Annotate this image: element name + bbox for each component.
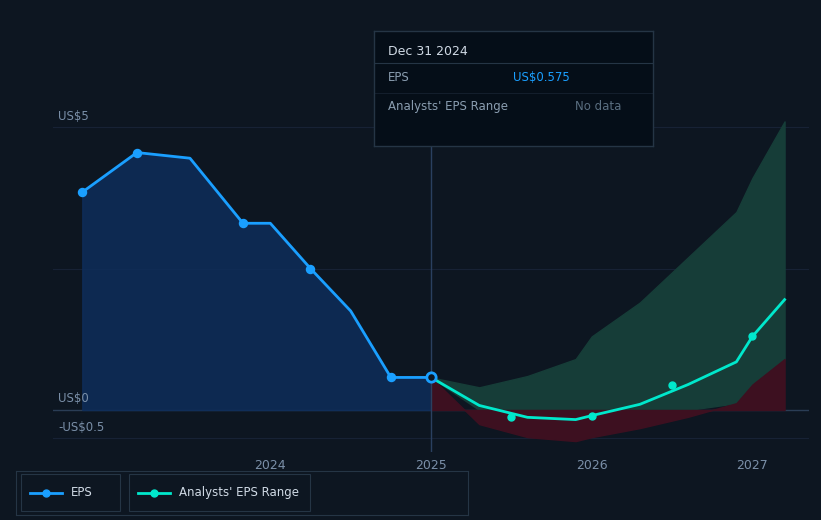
Point: [384, 373, 397, 382]
Point: [131, 148, 144, 157]
Text: 2026: 2026: [576, 459, 608, 472]
Point: [148, 489, 161, 497]
Text: US$5: US$5: [58, 110, 89, 123]
Text: EPS: EPS: [71, 486, 92, 499]
Text: Analysts' EPS Range: Analysts' EPS Range: [388, 100, 507, 113]
Point: [745, 332, 759, 341]
Point: [585, 411, 599, 420]
Text: Actual: Actual: [386, 110, 423, 123]
Point: [666, 380, 679, 388]
Point: [505, 413, 518, 422]
Point: [424, 373, 438, 382]
Text: US$0: US$0: [58, 393, 89, 406]
Text: EPS: EPS: [388, 71, 409, 84]
Text: No data: No data: [575, 100, 621, 113]
Point: [236, 219, 250, 227]
Text: Analysts Forecasts: Analysts Forecasts: [439, 110, 549, 123]
Text: 2024: 2024: [255, 459, 287, 472]
Text: -US$0.5: -US$0.5: [58, 421, 104, 434]
Text: 2025: 2025: [415, 459, 447, 472]
Text: Dec 31 2024: Dec 31 2024: [388, 45, 467, 58]
Text: Analysts' EPS Range: Analysts' EPS Range: [179, 486, 299, 499]
Point: [39, 489, 53, 497]
Point: [76, 188, 89, 197]
Point: [304, 264, 317, 272]
Text: US$0.575: US$0.575: [513, 71, 570, 84]
Text: 2027: 2027: [736, 459, 768, 472]
